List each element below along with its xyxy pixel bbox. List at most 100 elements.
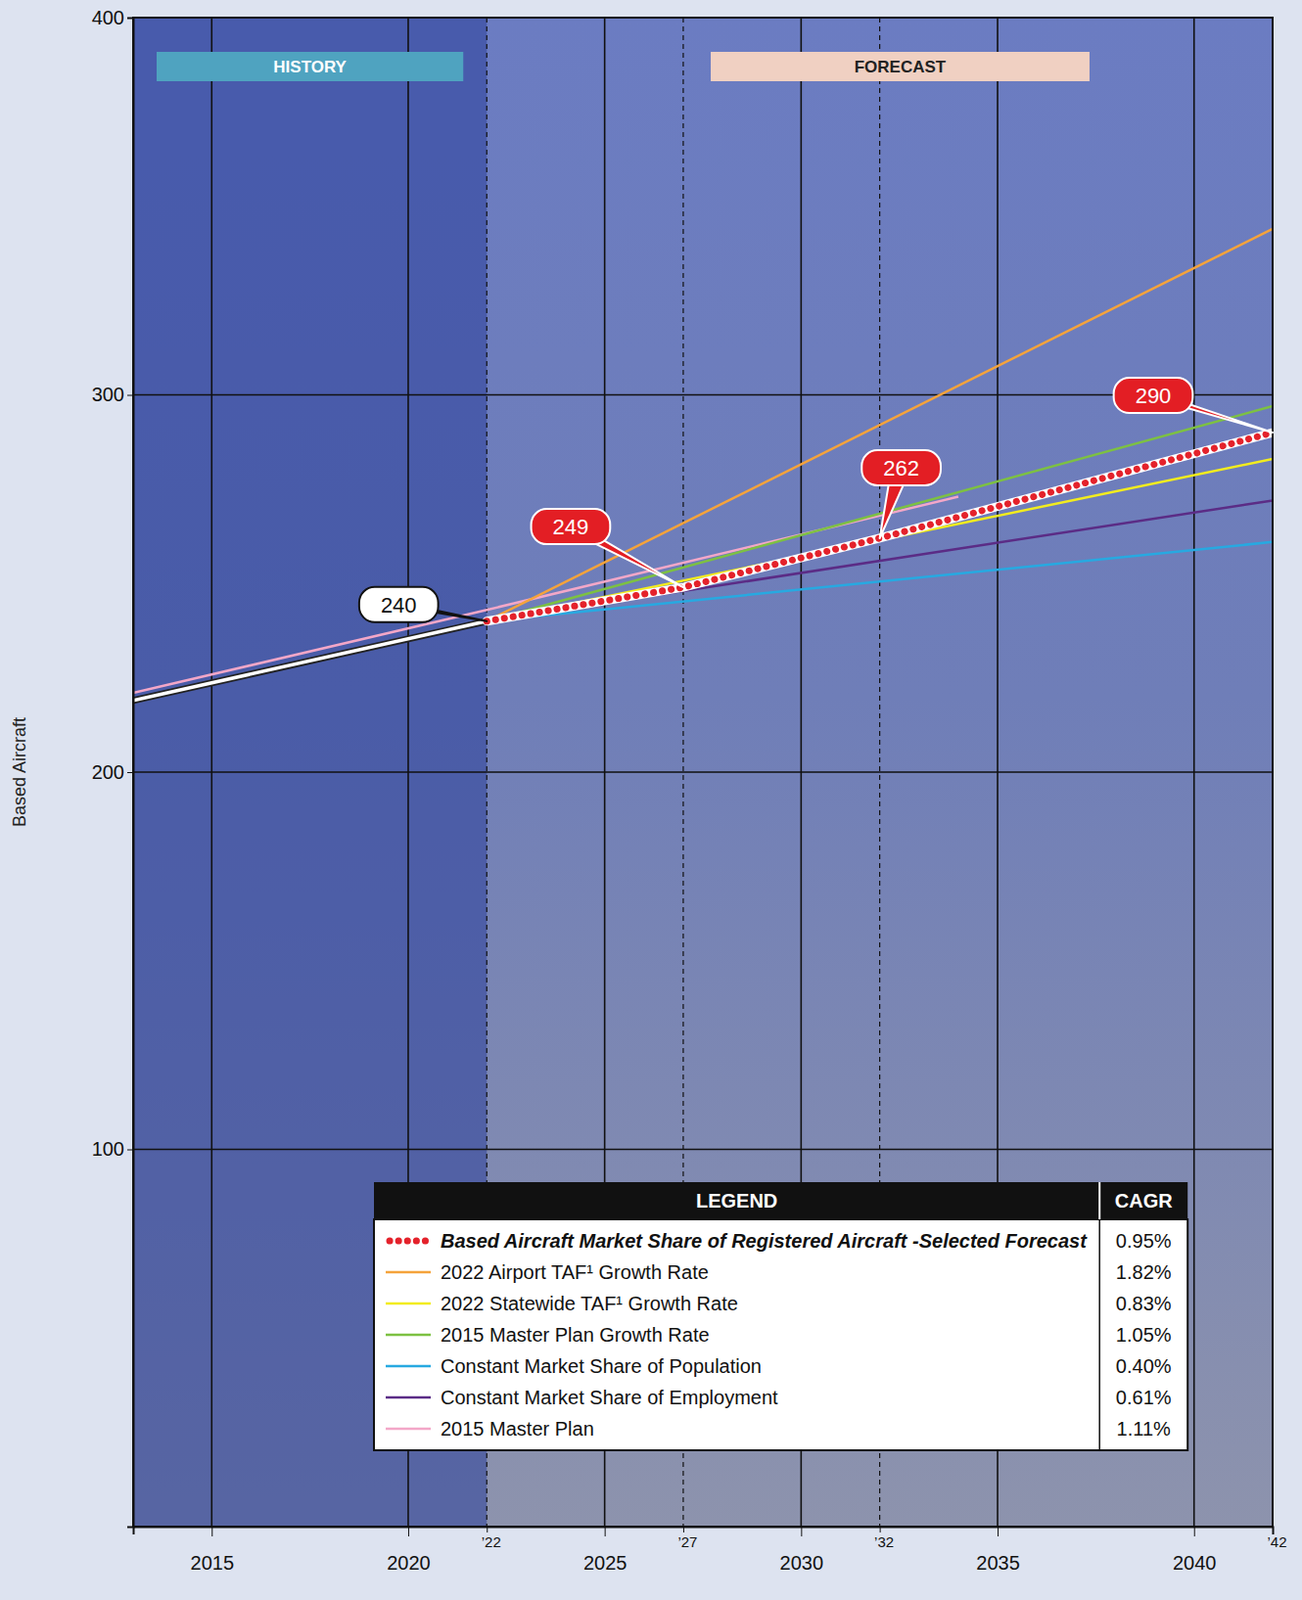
- history-line-outline: [133, 621, 487, 701]
- y-tick: 300: [92, 383, 134, 406]
- legend-value: 1.82%: [1116, 1261, 1172, 1284]
- legend-title: LEGEND: [696, 1190, 778, 1212]
- y-tick: 400: [92, 6, 134, 29]
- x-tick: ’22: [481, 1527, 502, 1551]
- x-tick-label: 2040: [1172, 1552, 1217, 1575]
- legend-label: Constant Market Share of Employment: [440, 1387, 779, 1409]
- data-label: 249: [531, 509, 684, 588]
- legend-swatch: [385, 1302, 431, 1306]
- legend-swatch: [385, 1271, 431, 1275]
- y-tick-label: 400: [92, 6, 125, 29]
- plot-background: [133, 17, 1273, 1528]
- data-label-box: [861, 450, 941, 486]
- y-tick-mark: [127, 395, 134, 397]
- annotation: FORECAST: [854, 57, 947, 77]
- legend-value: 0.95%: [1116, 1230, 1172, 1253]
- plot-frame: [133, 17, 1273, 1528]
- data-label: 262: [861, 450, 941, 539]
- x-tick: 2025: [583, 1527, 628, 1575]
- data-label-box: [359, 587, 439, 623]
- x-tick-label: ’22: [481, 1534, 502, 1551]
- y-tick-label: 100: [92, 1138, 125, 1161]
- legend-swatch: [385, 1396, 431, 1400]
- annotation-box: [710, 51, 1090, 82]
- legend-label: 2022 Statewide TAF¹ Growth Rate: [440, 1293, 739, 1315]
- x-axis-line: [134, 1528, 1274, 1536]
- legend-swatch: [385, 1365, 431, 1369]
- y-tick: 100: [92, 1138, 134, 1161]
- legend-swatch: [389, 1238, 427, 1246]
- x-tick: 2040: [1172, 1527, 1217, 1575]
- legend-value: 1.05%: [1116, 1324, 1172, 1347]
- y-tick-mark: [127, 772, 134, 774]
- history-line: [133, 621, 487, 701]
- x-tick-mark: [211, 1527, 213, 1537]
- x-tick-label: ’32: [874, 1534, 894, 1551]
- legend-label: Based Aircraft Market Share of Registere…: [440, 1230, 1088, 1253]
- y-grid-line: [133, 394, 1273, 397]
- series-line: [486, 229, 1273, 622]
- data-label-text: 290: [1135, 383, 1172, 409]
- legend-label: Constant Market Share of Population: [440, 1355, 762, 1378]
- legend-value: 0.40%: [1116, 1355, 1172, 1378]
- x-tick-mark: [1272, 1527, 1274, 1534]
- x-tick-label: ’42: [1266, 1534, 1287, 1551]
- x-tick-mark: [604, 1527, 606, 1537]
- x-tick: 2035: [976, 1527, 1020, 1575]
- series-line: [486, 542, 1273, 622]
- chart: HISTORYFORECAST10020030040020152020’2220…: [0, 0, 1302, 1600]
- x-tick: ’32: [874, 1527, 894, 1551]
- x-axis: 2015 2020 ’22 2025 ’27 2030 ’32 2035 2040 ’42: [134, 1527, 1288, 1575]
- y-tick: 200: [92, 761, 134, 784]
- x-tick-label: 2015: [190, 1552, 235, 1575]
- legend-divider: [1098, 1219, 1101, 1451]
- y-axis: 100 200 300 400: [92, 6, 135, 1529]
- grid: [133, 17, 1273, 1528]
- legend-swatch: [385, 1428, 431, 1432]
- x-tick-mark: [683, 1527, 685, 1534]
- x-tick-label: 2030: [780, 1552, 825, 1575]
- x-tick-mark: [880, 1527, 882, 1534]
- x-tick-label: 2020: [386, 1552, 431, 1575]
- legend-label: 2015 Master Plan: [440, 1418, 595, 1441]
- x-tick: 2015: [190, 1527, 235, 1575]
- legend-swatch: [385, 1334, 431, 1338]
- y-grid-line: [133, 771, 1273, 774]
- legend-body-bg: [373, 1219, 1188, 1451]
- x-tick: ’27: [677, 1527, 698, 1551]
- legend-value: 0.61%: [1116, 1387, 1172, 1409]
- x-tick-mark: [800, 1527, 802, 1537]
- x-tick-mark: [408, 1527, 410, 1537]
- x-tick: ’42: [1266, 1527, 1287, 1551]
- data-label: 240: [359, 587, 487, 623]
- x-tick-label: ’27: [677, 1534, 698, 1551]
- y-axis-line: [127, 18, 135, 1529]
- y-tick-mark: [127, 1150, 134, 1152]
- x-tick-mark: [1194, 1527, 1196, 1537]
- y-tick-label: 300: [92, 383, 125, 406]
- x-tick: 2020: [386, 1527, 431, 1575]
- legend-header-bg: [373, 1182, 1188, 1220]
- x-tick-mark: [997, 1527, 999, 1537]
- x-tick-label: 2035: [976, 1552, 1020, 1575]
- legend: Based Aircraft Market Share of Registere…: [373, 1182, 1188, 1451]
- x-tick-mark: [486, 1527, 488, 1534]
- legend-label: 2015 Master Plan Growth Rate: [440, 1324, 710, 1347]
- data-label: 290: [1114, 377, 1273, 433]
- legend-value: 0.83%: [1116, 1293, 1172, 1315]
- legend-label: 2022 Airport TAF¹ Growth Rate: [440, 1261, 709, 1284]
- legend-value: 1.11%: [1116, 1418, 1171, 1441]
- x-tick: 2030: [780, 1527, 825, 1575]
- series-line: [486, 432, 1273, 622]
- y-grid-line: [133, 1149, 1273, 1152]
- data-label-text: 262: [883, 456, 920, 481]
- y-tick-label: 200: [92, 761, 125, 784]
- data-label-text: 240: [380, 593, 418, 618]
- y-axis-title: Based Aircraft: [9, 717, 30, 828]
- series-line: [486, 406, 1273, 622]
- legend-value-title: CAGR: [1115, 1190, 1173, 1212]
- legend-divider: [1098, 1182, 1101, 1220]
- annotation-box: [156, 51, 464, 82]
- series-line-halo: [486, 432, 1273, 622]
- plot-area: [133, 229, 1273, 701]
